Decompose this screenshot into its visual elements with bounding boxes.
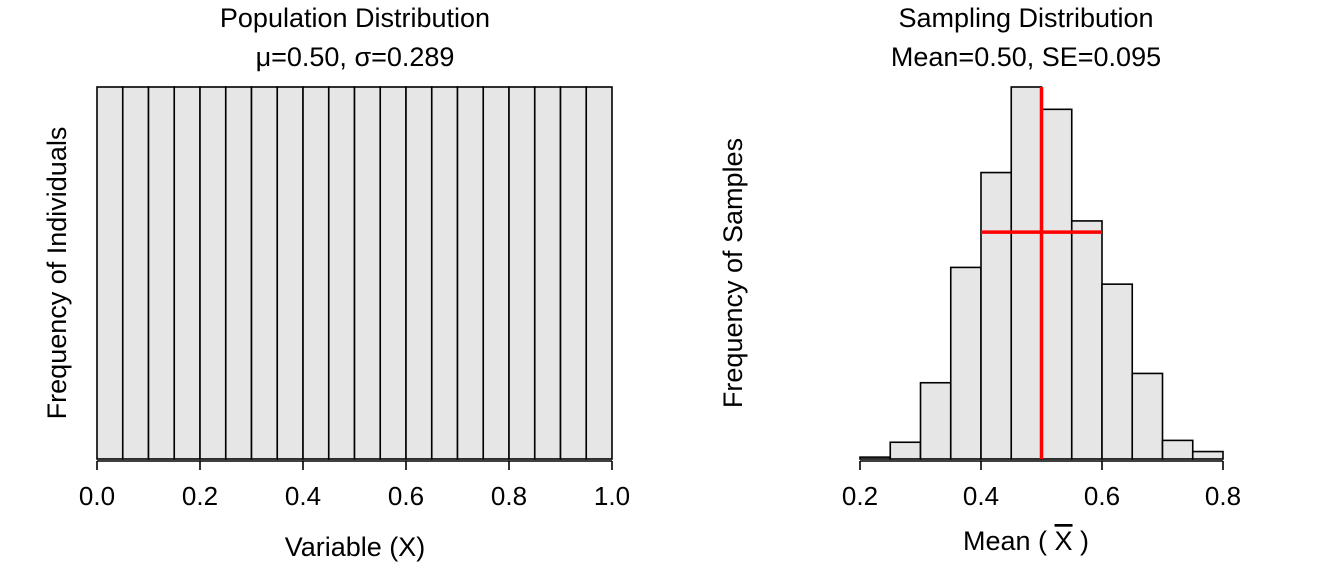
population-tick-label: 0.4 bbox=[285, 481, 321, 511]
sampling-title: Sampling Distribution bbox=[898, 3, 1153, 33]
population-bar bbox=[96, 86, 124, 460]
sampling-bar bbox=[859, 456, 892, 460]
population-bar bbox=[147, 86, 176, 460]
sampling-bar bbox=[919, 381, 952, 460]
population-tick-label: 0.8 bbox=[491, 481, 527, 511]
sampling-x-label-prefix: Mean ( bbox=[963, 526, 1055, 556]
sampling-x-label-suffix: ) bbox=[1073, 526, 1090, 556]
population-bar bbox=[327, 86, 356, 460]
sampling-tick-label: 0.2 bbox=[842, 481, 878, 511]
population-tick-label: 0.2 bbox=[182, 481, 218, 511]
population-bar bbox=[224, 86, 253, 460]
population-bar bbox=[508, 86, 536, 460]
sampling-bar bbox=[1010, 86, 1043, 460]
population-bar bbox=[121, 86, 150, 460]
population-tick-label: 0.6 bbox=[388, 481, 424, 511]
population-y-label: Frequency of Individuals bbox=[42, 127, 72, 420]
population-bar bbox=[173, 86, 201, 460]
population-bar bbox=[199, 86, 227, 460]
population-bar bbox=[430, 86, 459, 460]
sampling-bar bbox=[980, 171, 1013, 460]
population-bar bbox=[533, 86, 562, 460]
population-bar bbox=[559, 86, 588, 460]
population-x-axis: 0.0 0.2 0.4 0.6 0.8 1.0 bbox=[79, 460, 630, 511]
sampling-bar bbox=[1070, 220, 1103, 460]
sampling-chart: Sampling Distribution Mean=0.50, SE=0.09… bbox=[718, 3, 1241, 556]
population-bar bbox=[276, 86, 304, 460]
sampling-bar bbox=[1161, 439, 1194, 460]
sampling-tick-label: 0.4 bbox=[963, 481, 999, 511]
population-bar bbox=[585, 86, 613, 460]
sampling-bar bbox=[1040, 108, 1073, 460]
population-bar bbox=[482, 86, 510, 460]
population-subtitle: μ=0.50, σ=0.289 bbox=[256, 42, 455, 72]
sampling-subtitle: Mean=0.50, SE=0.095 bbox=[891, 42, 1161, 72]
population-bar bbox=[405, 86, 433, 460]
sampling-bar bbox=[949, 266, 982, 460]
sampling-bar bbox=[1101, 283, 1134, 460]
population-bar bbox=[456, 86, 485, 460]
sampling-y-label: Frequency of Samples bbox=[718, 138, 748, 408]
population-title: Population Distribution bbox=[220, 3, 490, 33]
sampling-x-label: Mean ( X ) bbox=[963, 526, 1089, 556]
sampling-tick-label: 0.8 bbox=[1205, 481, 1241, 511]
population-tick-label: 1.0 bbox=[594, 481, 630, 511]
population-chart: Population Distribution μ=0.50, σ=0.289 … bbox=[42, 3, 630, 562]
population-bar bbox=[250, 86, 279, 460]
sampling-x-label-xbar: X bbox=[1055, 526, 1073, 556]
population-bar bbox=[302, 86, 330, 460]
sampling-bar bbox=[889, 441, 922, 460]
sampling-bar bbox=[1131, 372, 1164, 460]
population-bar bbox=[353, 86, 382, 460]
population-bar bbox=[379, 86, 407, 460]
population-tick-label: 0.0 bbox=[79, 481, 115, 511]
population-x-label: Variable (X) bbox=[285, 532, 426, 562]
sampling-bar bbox=[1191, 450, 1224, 460]
sampling-bars bbox=[859, 86, 1224, 460]
sampling-x-axis: 0.2 0.4 0.6 0.8 bbox=[842, 460, 1241, 511]
sampling-tick-label: 0.6 bbox=[1084, 481, 1120, 511]
population-bars bbox=[96, 86, 613, 460]
